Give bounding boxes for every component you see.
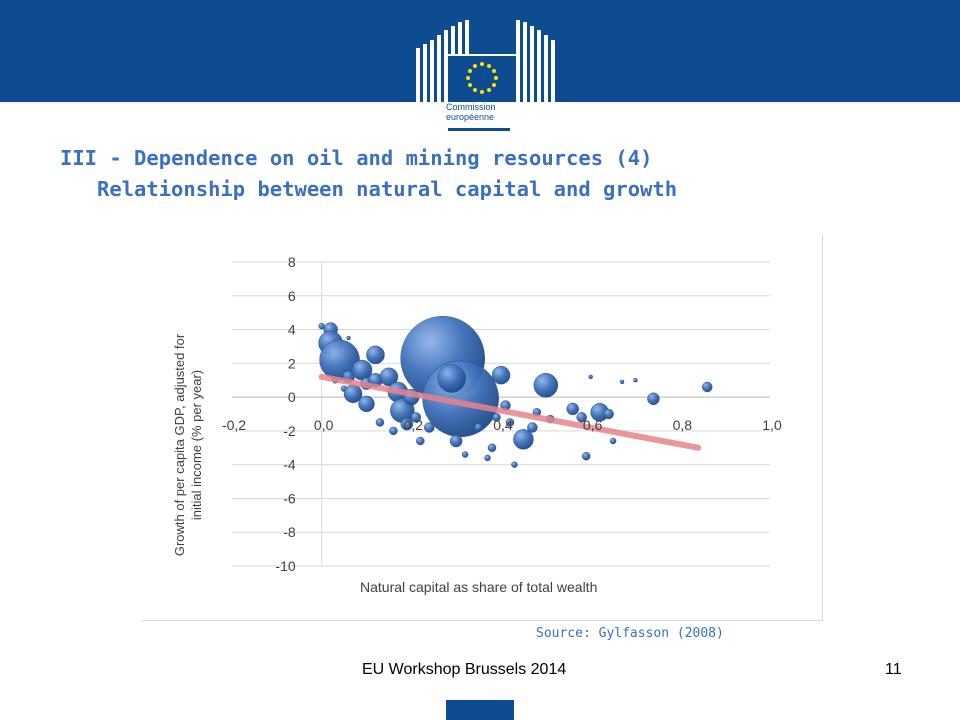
bubble-33 (491, 365, 511, 385)
bubble-21 (410, 412, 422, 423)
y-tick-label-9: -10 (275, 558, 295, 574)
bubble-27 (449, 434, 463, 448)
bubble-52 (701, 381, 713, 393)
chart-frame: 8 6 4 2 0 -2 -4 -6 -8 -10 -0,2 0,0 0,2 0,4 0,6 0,8 1,0 … (142, 235, 823, 621)
logo-line-1: Commission (446, 102, 496, 112)
bubble-23 (424, 422, 435, 433)
y-axis-label-line-1: Growth of per capita GDP, adjusted for (172, 333, 187, 556)
bubble-16 (389, 426, 398, 436)
logo-underline (448, 128, 510, 131)
bubble-31 (487, 443, 497, 453)
y-tick-label-8: -8 (283, 524, 296, 540)
bubble-43 (576, 412, 587, 423)
y-tick-label-5: -2 (283, 423, 296, 439)
bubble-22 (416, 436, 425, 446)
y-tick-label-1: 6 (288, 288, 296, 304)
bubble-28 (461, 451, 469, 458)
x-axis-label: Natural capital as share of total wealth (360, 579, 597, 595)
x-tick-label-3: 0,4 (493, 417, 513, 433)
x-tick-label-6: 1,0 (762, 417, 782, 433)
bubble-44 (581, 451, 591, 461)
x-tick-label-4: 0,6 (583, 417, 603, 433)
bubble-40 (533, 373, 559, 398)
european-commission-logo (416, 20, 555, 132)
bubble-37 (513, 429, 534, 450)
bubble-45 (588, 374, 593, 380)
bubble-42 (566, 402, 579, 416)
x-tick-label-5: 0,8 (673, 417, 693, 433)
bubble-30 (484, 454, 491, 462)
bubble-35 (505, 418, 515, 427)
y-tick-label-0: 8 (288, 254, 296, 270)
bubble-32 (492, 413, 501, 422)
bubble-11 (358, 395, 375, 413)
logo-line-2: européenne (446, 112, 495, 122)
y-axis-label-line-2: initial income (% per year) (189, 370, 204, 520)
y-tick-label-7: -6 (283, 490, 296, 506)
trend-line (318, 373, 702, 451)
y-tick-label-4: 0 (288, 389, 296, 405)
y-tick-label-2: 4 (288, 322, 296, 338)
footer-event: EU Workshop Brussels 2014 (362, 661, 567, 678)
slide-subtitle: Relationship between natural capital and… (97, 177, 678, 201)
logo-wordmark: Commission européenne (446, 102, 518, 122)
eu-stars-icon (466, 62, 498, 94)
y-tick-label-3: 2 (288, 355, 296, 371)
bubble-48 (609, 437, 617, 445)
page-number: 11 (885, 661, 902, 678)
x-tick-label-0: -0,2 (222, 417, 246, 433)
bubble-14 (375, 418, 385, 427)
bubble-26 (437, 364, 466, 393)
bubble-36 (511, 461, 518, 468)
x-tick-label-1: 0,0 (314, 417, 334, 433)
bubble-12 (366, 345, 385, 365)
bubble-4 (346, 335, 351, 341)
bubble-38 (527, 422, 538, 433)
bubble-50 (633, 377, 638, 383)
x-tick-label-2: 0,2 (404, 417, 424, 433)
footer-tab (446, 700, 514, 720)
bubble-47 (603, 408, 614, 420)
bubble-49 (619, 379, 625, 385)
bubble-15 (379, 367, 399, 387)
bubble-51 (647, 392, 660, 406)
bubble-19 (400, 417, 414, 431)
slide-title: III - Dependence on oil and mining resou… (60, 146, 653, 170)
bubble-29 (474, 423, 483, 432)
source-note: Source: Gylfasson (2008) (536, 626, 724, 641)
y-tick-label-6: -4 (283, 457, 296, 473)
